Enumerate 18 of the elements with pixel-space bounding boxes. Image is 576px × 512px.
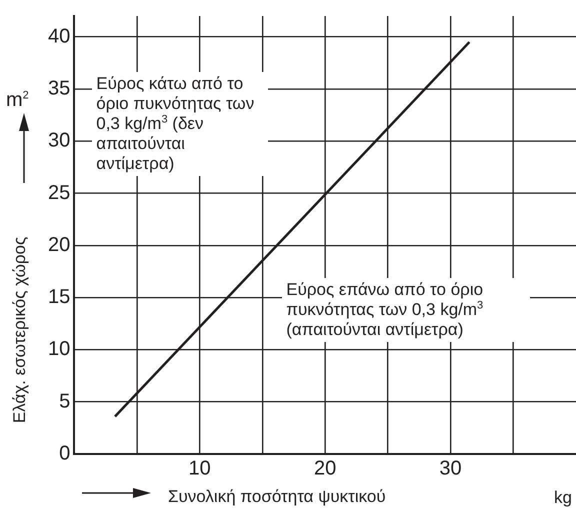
text: kg: [554, 488, 572, 508]
y-tick-label: 35: [48, 78, 70, 100]
text: Εύρος επάνω από το όριο πυκνότητας των 0,3 kg/m$^{3}$ (απαιτούνται αντίμετρα): [286, 280, 484, 339]
y-tick-label: 25: [48, 182, 70, 204]
y-tick-label: 40: [48, 25, 70, 48]
y-tick-label: 0: [59, 442, 70, 465]
annotation: Εύρος κάτω από το όριο πυκνότητας των 0,3 kg/m$^{3}$ (δεν απαιτούνται αντίμετρα): [92, 72, 268, 176]
y-tick-label: 5: [59, 390, 70, 412]
x-tick-label: 10: [188, 458, 211, 480]
x-axis-title: Συνολική ποσότητα ψυκτικού: [168, 487, 386, 507]
x-tick-label: 20: [314, 458, 336, 480]
y-tick-label: 20: [48, 234, 70, 256]
y-tick-label: 10: [48, 338, 70, 360]
text: m$^{2}$: [6, 89, 29, 111]
x-tick-label: 30: [439, 458, 462, 480]
y-tick-label: 15: [48, 286, 70, 308]
y-tick-label: 30: [48, 130, 70, 152]
y-axis-title: Ελάχ. εσωτερικός χώρος: [10, 236, 30, 424]
